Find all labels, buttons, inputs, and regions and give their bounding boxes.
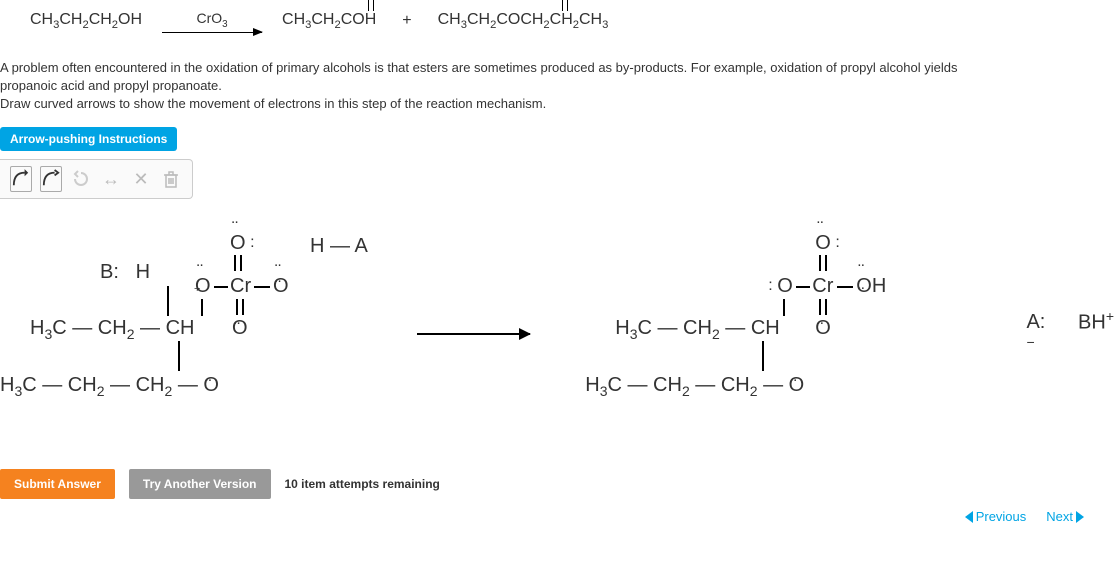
mechanism-arrow bbox=[417, 333, 530, 335]
chevron-left-icon bbox=[965, 511, 973, 523]
reaction-arrow: CrO3 bbox=[162, 10, 262, 33]
problem-line1: A problem often encountered in the oxida… bbox=[0, 59, 1110, 77]
next-link[interactable]: Next bbox=[1046, 509, 1084, 524]
trash-icon[interactable] bbox=[160, 168, 182, 190]
footer-nav: Previous Next bbox=[0, 505, 1114, 524]
bh-plus-label: BH+ bbox=[1078, 308, 1114, 335]
submit-answer-button[interactable]: Submit Answer bbox=[0, 469, 115, 499]
problem-line3: Draw curved arrows to show the movement … bbox=[0, 95, 1110, 113]
plus-sign: + bbox=[396, 12, 417, 30]
reaction-scheme: CH3CH2CH2OH CrO3 O CH3CH2COH + O bbox=[0, 0, 1114, 53]
oxygen-dbl-r: O bbox=[815, 317, 831, 340]
cr-o-double-bond bbox=[236, 299, 244, 315]
mechanism-panel[interactable]: B: H H — A O O + Cr O O H3C — CH2 — CH bbox=[0, 219, 1114, 469]
side-products: A:− BH+ bbox=[1026, 308, 1114, 361]
a-minus-label: A:− bbox=[1026, 311, 1048, 361]
chromium: Cr bbox=[230, 275, 251, 298]
oxygen-left-r: O bbox=[777, 275, 793, 298]
attempts-remaining: 10 item attempts remaining bbox=[285, 477, 440, 491]
c-o-double-bond bbox=[234, 255, 242, 271]
swap-icon[interactable]: ↔ bbox=[100, 168, 122, 190]
reactant: CH3CH2CH2OH bbox=[30, 11, 142, 31]
curved-arrow-tool-1-icon[interactable] bbox=[10, 166, 32, 192]
product1-carbonyl: O CH3CH2COH bbox=[282, 12, 376, 31]
chain-2-r: H3C — CH2 — CH2 — O bbox=[585, 374, 804, 399]
mechanism-product: O O Cr OH O H3C — CH2 — CH H3C — CH2 — C… bbox=[590, 229, 966, 439]
previous-link[interactable]: Previous bbox=[965, 509, 1027, 524]
arrow-pushing-instructions-button[interactable]: Arrow-pushing Instructions bbox=[0, 127, 177, 151]
product2-carbonyl: O CH3CH2COCH2CH2CH3 bbox=[438, 12, 609, 31]
chevron-right-icon bbox=[1076, 511, 1084, 523]
mechanism-reactant: B: H H — A O O + Cr O O H3C — CH2 — CH bbox=[0, 229, 357, 439]
acid-label: H — A bbox=[310, 235, 368, 258]
oxygen-top-r: O bbox=[815, 232, 831, 255]
chain-1: H3C — CH2 — CH bbox=[30, 317, 195, 342]
problem-text: A problem often encountered in the oxida… bbox=[0, 53, 1114, 124]
plus-charge: + bbox=[194, 283, 200, 295]
drawing-toolbar: ↔ ✕ bbox=[0, 159, 193, 199]
undo-icon[interactable] bbox=[70, 168, 92, 190]
action-row: Submit Answer Try Another Version 10 ite… bbox=[0, 469, 1114, 505]
chain-1-r: H3C — CH2 — CH bbox=[615, 317, 780, 342]
oxygen-dbl: O bbox=[232, 317, 248, 340]
delete-icon[interactable]: ✕ bbox=[130, 168, 152, 190]
curved-arrow-tool-2-icon[interactable] bbox=[40, 166, 62, 192]
try-another-version-button[interactable]: Try Another Version bbox=[129, 469, 271, 499]
hydroxyl-r: OH bbox=[856, 275, 886, 298]
chain-2: H3C — CH2 — CH2 — O bbox=[0, 374, 219, 399]
oxygen-right: O bbox=[273, 275, 289, 298]
oxygen-top: O bbox=[230, 232, 246, 255]
base-label: B: H bbox=[100, 261, 150, 284]
problem-line2: propanoic acid and propyl propanoate. bbox=[0, 77, 1110, 95]
reagent-label: CrO3 bbox=[196, 10, 227, 30]
chromium-r: Cr bbox=[812, 275, 833, 298]
